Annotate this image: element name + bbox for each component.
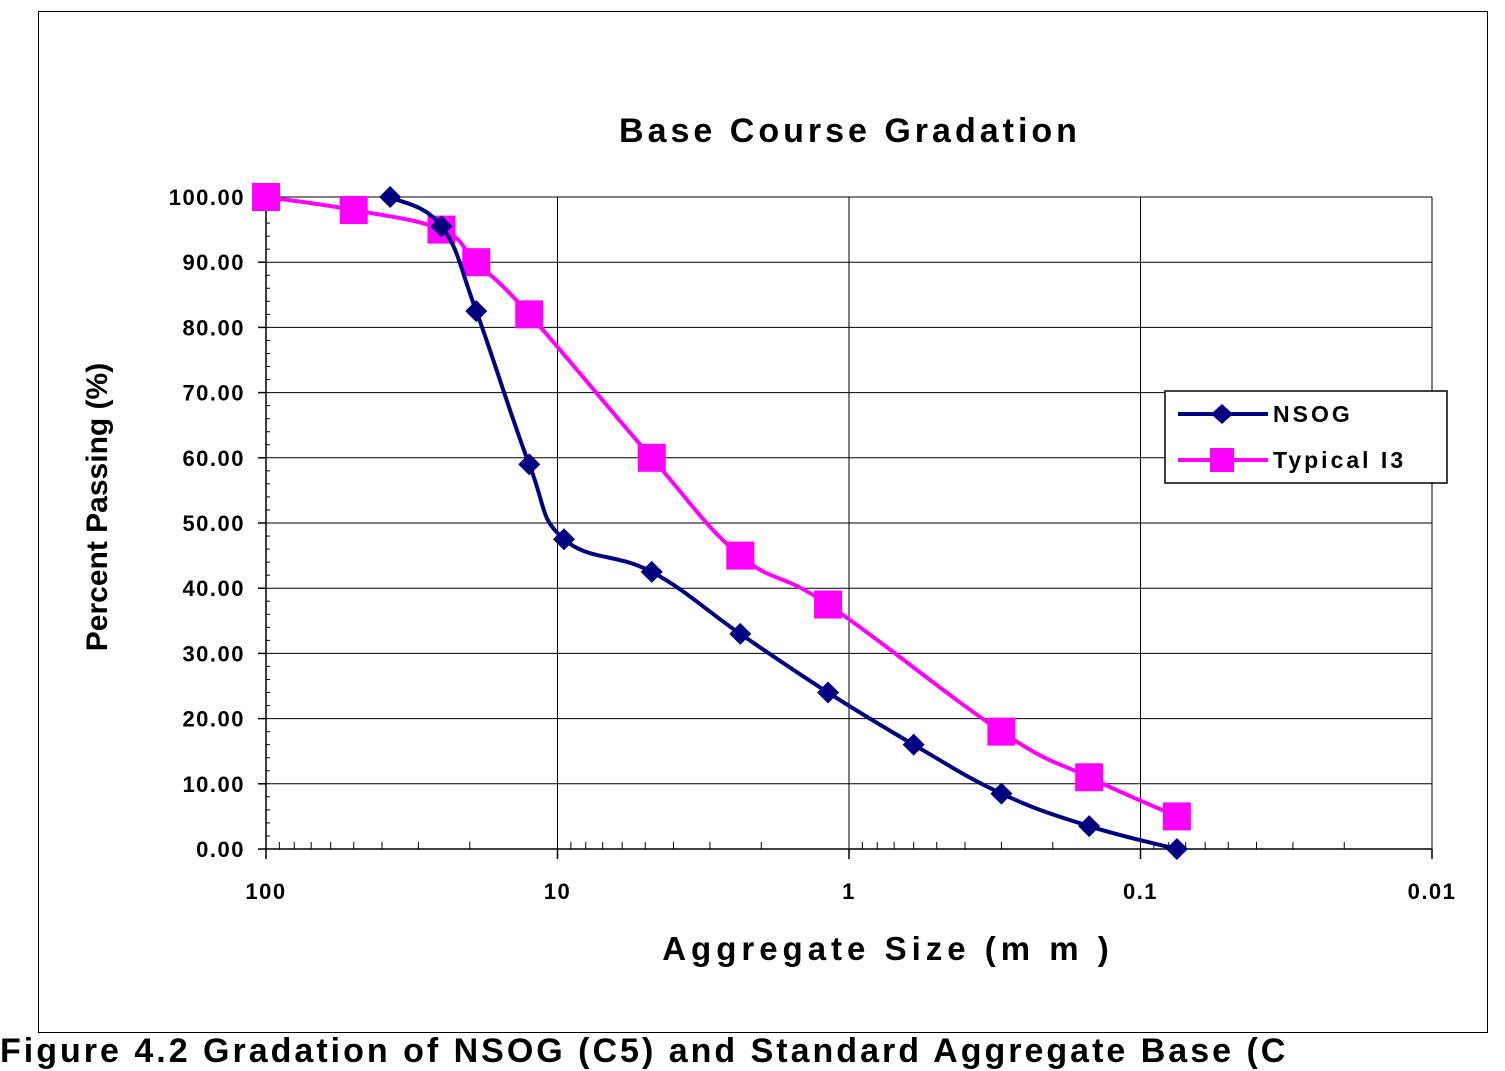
series-line-typical-i3 [265,195,1178,819]
y-tick-label: 100.00 [169,185,245,210]
data-point-typical-i3 [462,248,491,277]
y-tick-label: 30.00 [182,641,245,666]
legend-label-typical-i3: Typical I3 [1273,447,1406,473]
data-point-typical-i3 [814,590,843,619]
y-tick-label: 40.00 [182,576,245,601]
axes: 0.00 10.00 20.00 30.00 40.00 50.00 60.00 70.00 8… [169,185,1457,904]
legend: NSOG Typical I3 [1164,390,1448,484]
series-typical-i3 [252,183,1191,831]
x-tick-label: 0.01 [1408,879,1457,904]
x-tick-label: 1 [842,879,856,904]
y-tick-label: 0.00 [196,837,245,862]
y-tick-label: 70.00 [182,381,245,406]
data-point-typical-i3 [987,717,1016,746]
legend-marker-typical-i3 [1210,448,1234,472]
series-layer [252,183,1191,860]
data-point-nsog [552,528,575,551]
legend-marker-nsog [1211,404,1233,424]
x-tick-label: 10 [544,879,571,904]
series-nsog [379,186,1188,860]
x-tick-label: 100 [245,879,286,904]
data-point-nsog [990,782,1013,805]
data-point-nsog [640,560,663,583]
chart-frame [38,11,1488,1033]
data-point-nsog [465,300,488,323]
data-point-typical-i3 [1162,802,1191,831]
y-tick-label: 80.00 [182,315,245,340]
data-point-typical-i3 [339,196,368,225]
data-point-nsog [430,215,453,238]
chart-title: Base Course Gradation [619,112,1081,150]
x-tick-label: 0.1 [1123,879,1158,904]
data-point-nsog [379,186,402,208]
data-point-typical-i3 [515,300,544,329]
y-tick-label: 50.00 [182,511,245,536]
y-axis-label: Percent Passing (%) [81,363,114,651]
y-tick-label: 10.00 [182,772,245,797]
data-point-typical-i3 [1075,763,1104,792]
x-axis-label: Aggregate Size (m m ) [662,930,1114,967]
data-point-typical-i3 [252,183,280,211]
data-point-typical-i3 [637,443,666,472]
legend-label-nsog: NSOG [1273,401,1353,427]
data-point-typical-i3 [726,541,755,570]
data-point-nsog [817,681,840,704]
grid-lines [266,196,1433,849]
data-point-nsog [518,453,541,476]
data-point-nsog [902,733,925,756]
y-tick-label: 60.00 [182,446,245,471]
figure-caption: Figure 4.2 Gradation of NSOG (C5) and St… [0,1032,1289,1070]
data-point-nsog [729,622,752,645]
y-tick-label: 90.00 [182,250,245,275]
data-point-nsog [1165,838,1188,860]
data-point-nsog [1078,815,1101,838]
y-tick-label: 20.00 [182,707,245,732]
